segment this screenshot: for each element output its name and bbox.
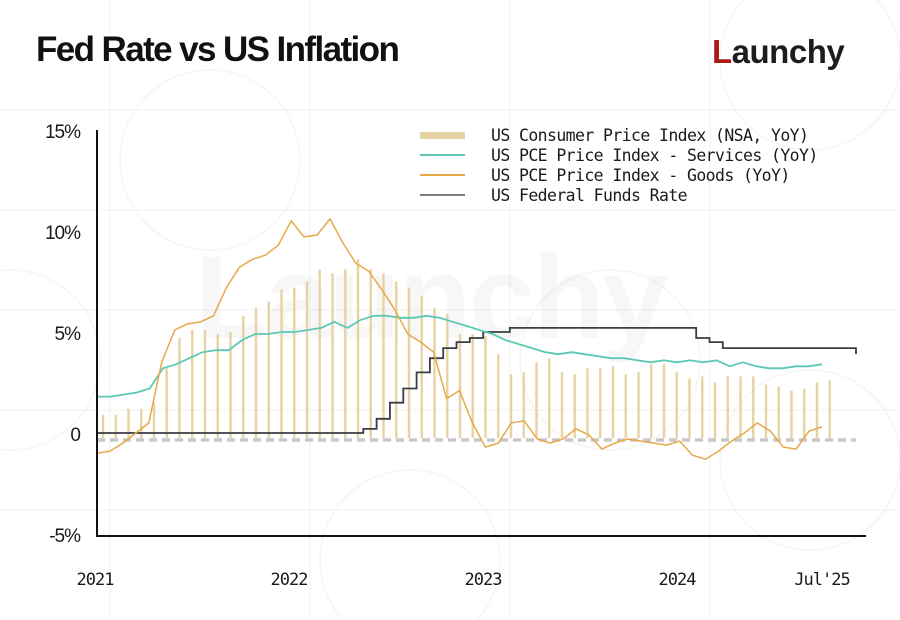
cpi-bar <box>356 259 360 438</box>
cpi-bar <box>509 374 513 438</box>
legend-item-pce-goods: US PCE Price Index - Goods (YoY) <box>420 165 818 185</box>
cpi-bar <box>293 287 296 438</box>
series-line-pce-goods <box>96 217 823 461</box>
legend-swatch-fed <box>420 194 465 196</box>
y-tick-label: 15% <box>45 122 81 143</box>
legend-item-cpi: US Consumer Price Index (NSA, YoY) <box>420 125 818 145</box>
x-tick-label: Jul'25 <box>794 570 849 590</box>
cpi-bar <box>777 386 780 438</box>
cpi-bar <box>675 372 678 438</box>
cpi-bar <box>522 372 525 438</box>
cpi-bar <box>446 313 449 438</box>
series-line-pce-services <box>97 314 823 398</box>
x-tick-label: 2024 <box>659 570 697 590</box>
logo-letter: L <box>712 33 732 70</box>
cpi-bar <box>535 362 538 438</box>
y-tick-label: 10% <box>45 223 81 244</box>
legend-label: US Federal Funds Rate <box>491 185 688 205</box>
cpi-bar <box>611 366 615 438</box>
cpi-bar <box>484 336 487 438</box>
cpi-bar <box>344 269 347 438</box>
cpi-bar <box>382 273 385 438</box>
legend-swatch-goods <box>420 174 465 176</box>
legend-label: US PCE Price Index - Goods (YoY) <box>491 165 790 185</box>
legend: US Consumer Price Index (NSA, YoY) US PC… <box>420 125 818 205</box>
cpi-bar <box>280 289 283 438</box>
cpi-bar <box>267 301 270 438</box>
cpi-bar <box>178 338 181 438</box>
cpi-bar <box>191 329 194 438</box>
cpi-bar <box>305 281 309 438</box>
cpi-bar <box>242 315 245 438</box>
cpi-bar <box>726 376 729 438</box>
logo-text: aunchy <box>731 33 845 70</box>
cpi-bar <box>395 281 398 438</box>
cpi-bar <box>739 376 742 438</box>
cpi-bar <box>599 368 602 438</box>
cpi-bar <box>497 354 500 438</box>
cpi-bar <box>548 358 551 438</box>
legend-swatch-cpi <box>420 131 465 139</box>
cpi-bar <box>688 378 691 438</box>
y-tick-label: 5% <box>55 324 82 345</box>
cpi-bar <box>560 372 564 438</box>
series-line-fed-funds-rate <box>97 327 857 434</box>
cpi-bar <box>331 273 334 438</box>
cpi-bar <box>764 384 768 438</box>
x-tick-label: 2023 <box>465 570 502 590</box>
cpi-bar <box>573 374 576 438</box>
cpi-bar <box>203 329 207 438</box>
legend-item-pce-services: US PCE Price Index - Services (YoY) <box>420 145 818 165</box>
cpi-bar <box>586 368 589 438</box>
cpi-bar <box>407 287 411 438</box>
cpi-bar <box>101 414 105 438</box>
cpi-bar <box>624 374 627 438</box>
cpi-bar <box>254 307 258 438</box>
legend-item-fed-funds: US Federal Funds Rate <box>420 185 818 205</box>
cpi-bar <box>140 408 143 438</box>
y-tick-label: 0 <box>70 425 80 446</box>
cpi-bar <box>662 364 666 438</box>
cpi-bar <box>433 307 436 438</box>
brand-logo[interactable]: Launchy <box>712 33 845 71</box>
cpi-bar <box>369 269 372 438</box>
cpi-bar <box>152 402 156 438</box>
cpi-bar <box>165 368 168 438</box>
cpi-bar <box>637 372 640 438</box>
cpi-bar <box>752 376 755 438</box>
cpi-bar <box>127 408 130 438</box>
cpi-bar <box>420 295 423 438</box>
cpi-bar <box>229 331 232 438</box>
y-tick-label: -5% <box>49 526 81 547</box>
legend-label: US PCE Price Index - Services (YoY) <box>491 145 818 165</box>
cpi-bar <box>471 334 474 438</box>
cpi-bar <box>458 334 462 438</box>
cpi-bar <box>803 388 806 438</box>
page-title: Fed Rate vs US Inflation <box>36 30 400 69</box>
x-tick-label: 2022 <box>271 570 308 590</box>
cpi-bar <box>815 382 819 438</box>
cpi-bar <box>318 269 321 438</box>
cpi-bar <box>701 376 704 438</box>
cpi-bar <box>216 334 219 438</box>
cpi-bar <box>790 390 793 438</box>
cpi-bar <box>828 380 831 438</box>
x-tick-label: 2021 <box>77 570 115 590</box>
legend-swatch-services <box>420 154 465 156</box>
cpi-bar <box>114 414 117 438</box>
legend-label: US Consumer Price Index (NSA, YoY) <box>491 125 809 145</box>
cpi-bar <box>650 364 653 438</box>
cpi-bar <box>713 382 717 438</box>
